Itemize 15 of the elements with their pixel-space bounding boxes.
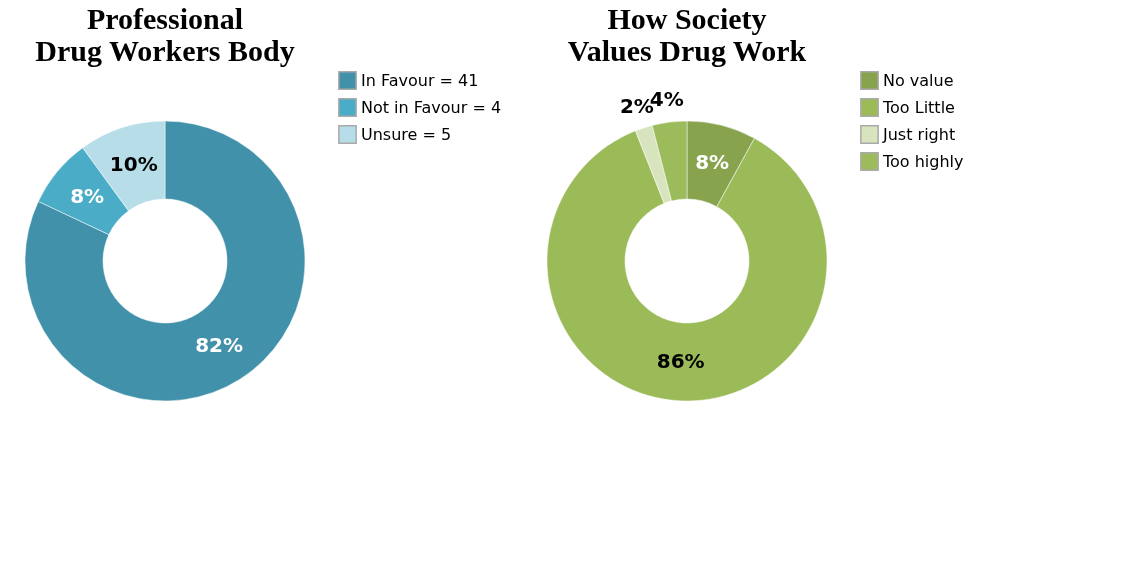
data-label: 82% xyxy=(195,333,244,358)
legend-label: Too Little xyxy=(882,97,955,117)
chart-title: Professional Drug Workers Body xyxy=(35,2,295,67)
legend-label: No value xyxy=(883,70,954,90)
legend-label: Too highly xyxy=(882,151,964,171)
data-label: 86% xyxy=(656,348,705,373)
donut-slice xyxy=(24,120,306,402)
data-label: 10% xyxy=(109,151,158,176)
legend-label: In Favour = 41 xyxy=(361,70,479,90)
legend-label: Just right xyxy=(882,124,956,144)
legend-label: Not in Favour = 4 xyxy=(361,97,502,117)
data-label: 8% xyxy=(695,150,730,175)
legend-label: Unsure = 5 xyxy=(361,124,452,144)
chart-title: How Society Values Drug Work xyxy=(567,2,807,67)
data-label: 8% xyxy=(70,183,105,208)
